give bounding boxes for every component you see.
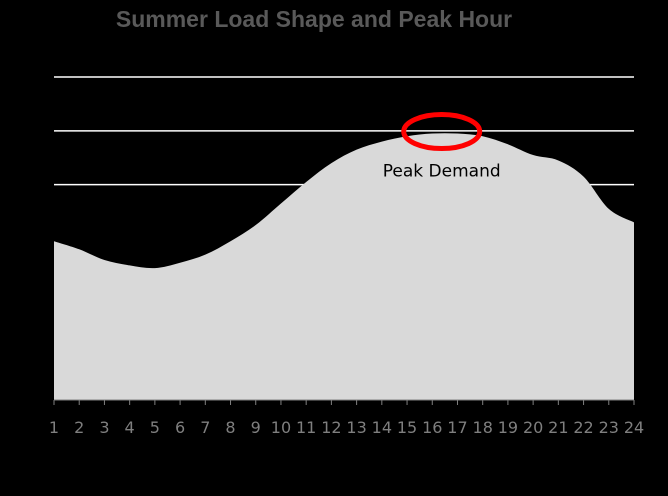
x-tick-label: 9 xyxy=(251,418,261,437)
x-tick-label: 10 xyxy=(271,418,291,437)
x-tick-label: 20 xyxy=(523,418,543,437)
area-series xyxy=(54,133,634,400)
x-tick-label: 1 xyxy=(49,418,59,437)
x-tick-label: 2 xyxy=(74,418,84,437)
x-tick-label: 6 xyxy=(175,418,185,437)
x-tick-label: 17 xyxy=(447,418,467,437)
x-tick-label: 13 xyxy=(346,418,366,437)
x-tick-label: 3 xyxy=(99,418,109,437)
x-tick-label: 4 xyxy=(125,418,135,437)
x-tick-label: 15 xyxy=(397,418,417,437)
peak-demand-label: Peak Demand xyxy=(383,162,501,182)
x-tick-label: 16 xyxy=(422,418,442,437)
x-tick-label: 12 xyxy=(321,418,341,437)
x-tick-label: 19 xyxy=(498,418,518,437)
load-area xyxy=(54,133,634,400)
x-tick-label: 21 xyxy=(548,418,568,437)
annotation-group: Peak Demand xyxy=(383,112,501,182)
x-tick-label: 18 xyxy=(473,418,493,437)
x-tick-label: 8 xyxy=(225,418,235,437)
x-tick-label: 5 xyxy=(150,418,160,437)
x-tick-label: 14 xyxy=(372,418,392,437)
peak-highlight-circle xyxy=(401,112,483,152)
x-tick-label: 7 xyxy=(200,418,210,437)
x-tick-label: 22 xyxy=(573,418,593,437)
x-tick-label: 11 xyxy=(296,418,316,437)
x-tick-label: 24 xyxy=(624,418,644,437)
x-axis: 1 2 3 4 5 6 7 8 9 10 11 12 13 14 15 16 17 18 19 20 21 22 23 24 xyxy=(49,399,644,437)
x-tick-label: 23 xyxy=(599,418,619,437)
chart-title: Summer Load Shape and Peak Hour xyxy=(115,6,513,32)
